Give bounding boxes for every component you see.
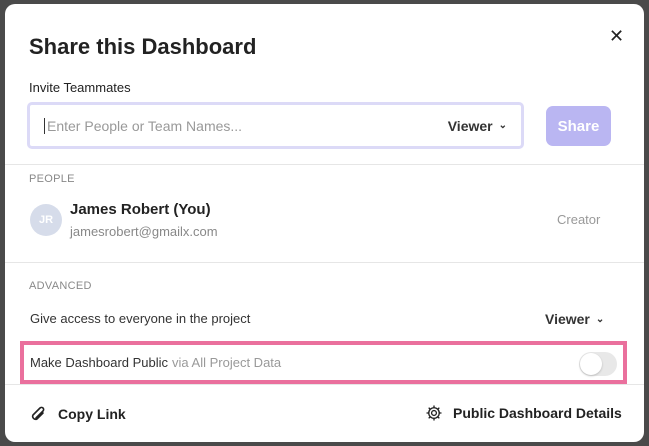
share-dialog: Share this Dashboard ✕ Invite Teammates … [5, 4, 644, 442]
invite-label: Invite Teammates [29, 80, 131, 95]
invite-input-container: Viewer ⌄ [27, 102, 524, 149]
person-role: Creator [557, 212, 601, 227]
copy-link-button[interactable]: Copy Link [30, 404, 126, 424]
toggle-knob [580, 353, 602, 375]
chevron-down-icon: ⌄ [498, 120, 507, 131]
make-public-toggle[interactable] [579, 352, 617, 376]
project-access-role: Viewer [545, 311, 590, 327]
people-heading: PEOPLE [29, 173, 75, 185]
make-public-row: Make Dashboard Public via All Project Da… [20, 341, 627, 384]
gear-icon [426, 405, 442, 421]
paperclip-icon [31, 406, 45, 421]
project-access-dropdown[interactable]: Viewer ⌄ [545, 311, 604, 327]
make-public-label: Make Dashboard Public [30, 355, 169, 370]
divider [5, 164, 644, 165]
divider [5, 384, 644, 385]
invite-input[interactable] [44, 117, 448, 134]
close-icon[interactable]: ✕ [609, 26, 625, 46]
invite-role-dropdown[interactable]: Viewer ⌄ [448, 118, 507, 134]
dialog-title: Share this Dashboard [29, 34, 257, 59]
share-button[interactable]: Share [546, 106, 611, 146]
person-email: jamesrobert@gmailx.com [70, 224, 218, 239]
public-dashboard-details-button[interactable]: Public Dashboard Details [425, 404, 622, 422]
invite-role-label: Viewer [447, 117, 493, 134]
project-access-label: Give access to everyone in the project [30, 311, 251, 326]
divider [5, 262, 644, 263]
chevron-down-icon: ⌄ [595, 313, 605, 325]
copy-link-label: Copy Link [58, 406, 126, 422]
public-dashboard-details-label: Public Dashboard Details [453, 405, 622, 421]
person-name: James Robert (You) [70, 201, 211, 218]
advanced-heading: ADVANCED [29, 280, 92, 292]
avatar: JR [30, 204, 62, 236]
make-public-sublabel: via All Project Data [172, 355, 282, 370]
